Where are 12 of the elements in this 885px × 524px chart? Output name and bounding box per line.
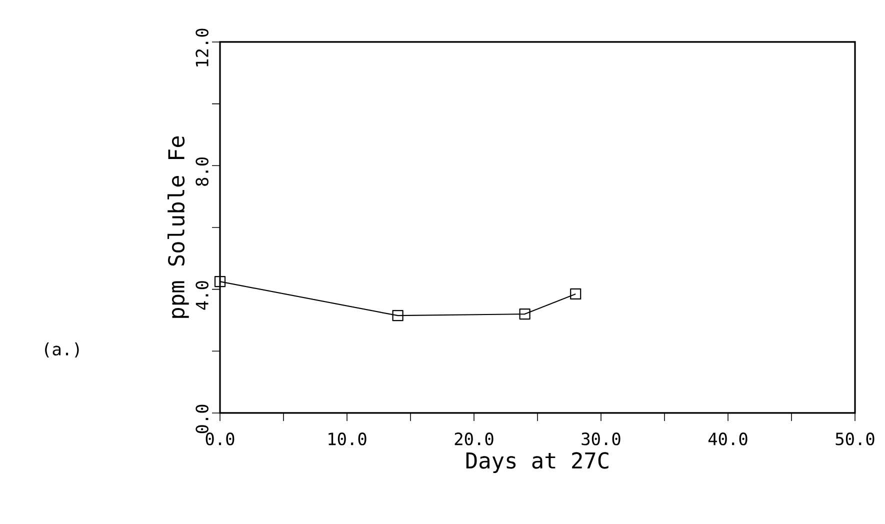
- y-tick-label: 12.0: [196, 28, 208, 66]
- x-tick-label: 10.0: [328, 432, 366, 446]
- y-tick-label: 4.0: [196, 281, 208, 310]
- x-tick-label: 40.0: [708, 432, 748, 446]
- x-tick-label: 30.0: [582, 432, 620, 446]
- x-tick-label: 50.0: [836, 432, 874, 446]
- y-tick-label: 8.0: [196, 157, 208, 186]
- x-tick-label: 0.0: [206, 432, 234, 446]
- text: (a.): [45, 342, 79, 358]
- x-axis-title: Days at 27C: [466, 452, 608, 473]
- x-tick-label: 20.0: [454, 432, 494, 446]
- y-axis-title: ppm Soluble Fe: [168, 136, 189, 318]
